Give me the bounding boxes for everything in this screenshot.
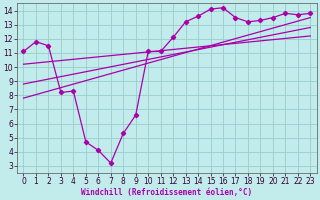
X-axis label: Windchill (Refroidissement éolien,°C): Windchill (Refroidissement éolien,°C) bbox=[81, 188, 252, 197]
